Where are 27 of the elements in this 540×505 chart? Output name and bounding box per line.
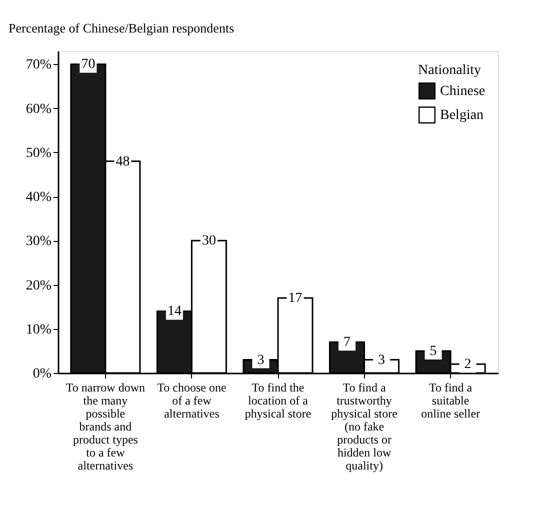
data-label: 5 <box>430 344 437 359</box>
legend-title: Nationality <box>418 63 481 78</box>
y-axis-title: Percentage of Chinese/Belgian respondents <box>8 20 234 36</box>
x-tick-label: To choose one of a few alternatives <box>157 380 226 420</box>
y-tick-label: 30% <box>26 234 52 250</box>
data-label: 14 <box>167 304 182 320</box>
data-label: 2 <box>464 357 472 372</box>
x-tick-label: To find the location of a physical store <box>244 380 312 420</box>
y-tick-label: 0% <box>32 366 52 382</box>
x-tick-label: To narrow down the many possible brands and product types to a few alternatives <box>66 380 146 472</box>
x-tick-label: To find a suitable online seller <box>421 380 480 420</box>
data-label: 17 <box>288 291 302 306</box>
data-label: 70 <box>81 57 96 72</box>
legend-label: Chinese <box>440 84 486 99</box>
x-tick-label: To find a trustworthy physical store (no fake products or hidden low quality) <box>331 380 398 472</box>
data-label: 3 <box>257 352 264 368</box>
data-label: 48 <box>116 154 130 170</box>
y-tick-label: 60% <box>26 102 52 117</box>
y-tick-label: 20% <box>26 278 52 294</box>
y-tick-label: 10% <box>26 322 52 338</box>
data-label: 7 <box>344 335 351 350</box>
data-label: 3 <box>378 352 386 368</box>
legend-label: Belgian <box>440 108 484 123</box>
data-label: 30 <box>202 234 216 249</box>
y-tick-label: 40% <box>26 190 52 206</box>
y-tick-label: 50% <box>26 146 52 161</box>
y-tick-label: 70% <box>26 58 52 73</box>
